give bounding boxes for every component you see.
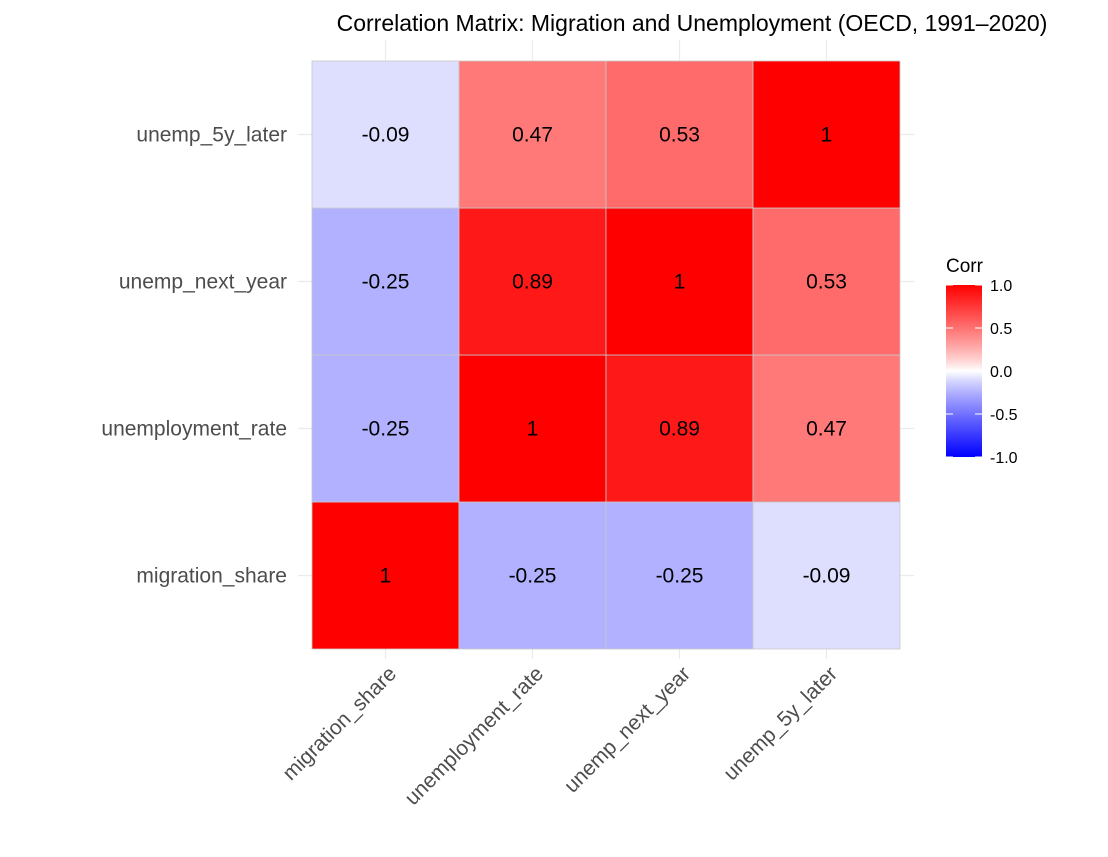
cell-value-label: 1 xyxy=(380,565,392,588)
cell-value-label: 1 xyxy=(674,271,686,294)
x-axis: migration_share unemployment_rate unemp_ne… xyxy=(278,662,842,810)
heatmap-cell-unemp_next_year-unemp_5y_later xyxy=(752,207,901,356)
heatmap-cell-unemp_5y_later-unemployment_rate xyxy=(458,60,607,209)
legend-tick-label: -1.0 xyxy=(990,450,1018,467)
x-tick-label: migration_share xyxy=(278,662,401,785)
cell-value-label: -0.09 xyxy=(362,124,410,147)
cell-value-label: 0.53 xyxy=(806,271,847,294)
y-tick-label: unemployment_rate xyxy=(101,418,287,441)
legend-title: Corr xyxy=(946,256,984,277)
y-axis: migration_share unemployment_rate unemp_ne… xyxy=(101,124,287,588)
cell-value-label: 0.47 xyxy=(806,418,847,441)
cell-value-label: 0.89 xyxy=(659,418,700,441)
heatmap-cell-unemp_5y_later-unemp_5y_later xyxy=(752,60,901,209)
heatmap-cell-unemp_5y_later-unemp_next_year xyxy=(605,60,754,209)
cell-value-label: -0.25 xyxy=(362,418,410,441)
chart-title: Correlation Matrix: Migration and Unempl… xyxy=(337,10,1048,36)
cell-value-label: -0.09 xyxy=(803,565,851,588)
heatmap-cell-unemployment_rate-unemp_5y_later xyxy=(752,354,901,503)
cell-value-label: -0.25 xyxy=(362,271,410,294)
heatmap-cell-migration_share-unemployment_rate xyxy=(458,501,607,650)
heatmap-cell-unemp_5y_later-migration_share xyxy=(311,60,460,209)
cell-value-label: -0.25 xyxy=(509,565,557,588)
legend-tick-label: 0.0 xyxy=(990,364,1012,381)
heatmap-cell-unemp_next_year-migration_share xyxy=(311,207,460,356)
heatmap-cell-migration_share-unemp_next_year xyxy=(605,501,754,650)
legend-tick-label: 1.0 xyxy=(990,278,1012,295)
legend-tick-label: 0.5 xyxy=(990,321,1012,338)
y-tick-label: migration_share xyxy=(136,565,287,588)
y-tick-label: unemp_5y_later xyxy=(136,124,287,147)
heatmap-cell-migration_share-unemp_5y_later xyxy=(752,501,901,650)
cell-value-label: 1 xyxy=(527,418,539,441)
heatmap-cell-unemployment_rate-unemployment_rate xyxy=(458,354,607,503)
cell-value-label: 1 xyxy=(821,124,833,147)
legend-tick-label: -0.5 xyxy=(990,407,1018,424)
x-tick-label: unemp_5y_later xyxy=(719,662,842,785)
heatmap-cell-migration_share-migration_share xyxy=(311,501,460,650)
cell-value-label: 0.89 xyxy=(512,271,553,294)
y-tick-label: unemp_next_year xyxy=(119,271,287,294)
cell-value-label: 0.47 xyxy=(512,124,553,147)
heatmap-cell-unemp_next_year-unemp_next_year xyxy=(605,207,754,356)
heatmap-cells xyxy=(311,60,901,650)
heatmap-cell-labels: 1 -0.25 -0.25 -0.09 -0.25 1 0.89 0.47 -0.25 0.89 1… xyxy=(362,124,851,588)
cell-value-label: -0.25 xyxy=(656,565,704,588)
cell-value-label: 0.53 xyxy=(659,124,700,147)
legend: Corr 1.0 0.5 0.0 -0.5 -1.0 xyxy=(946,256,1018,467)
x-tick-label: unemp_next_year xyxy=(560,662,695,797)
x-tick-label: unemployment_rate xyxy=(401,662,549,810)
